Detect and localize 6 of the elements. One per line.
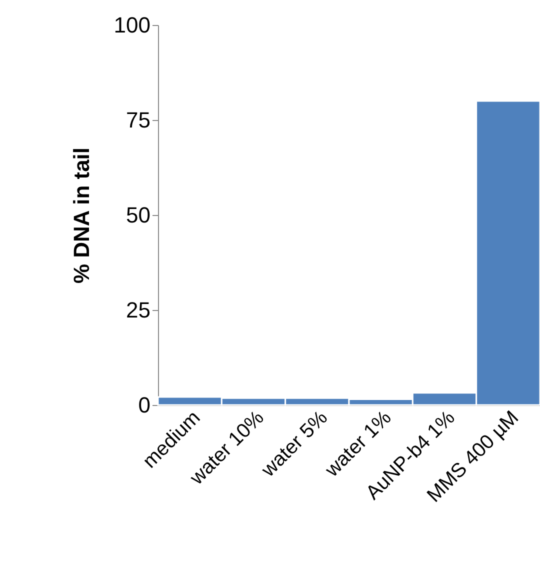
y-tick-label: 100 bbox=[114, 12, 150, 38]
y-axis-title: % DNA in tail bbox=[68, 147, 94, 284]
y-tick-label: 0 bbox=[138, 392, 150, 418]
y-tick-label: 75 bbox=[126, 108, 150, 132]
y-tick-label: 25 bbox=[126, 298, 150, 322]
y-tick-label: 50 bbox=[126, 202, 150, 228]
